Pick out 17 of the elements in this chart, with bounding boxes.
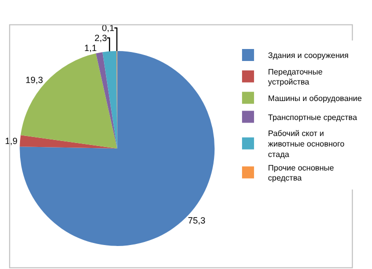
legend-label: Передаточные устройства <box>268 67 324 87</box>
pie-slice <box>20 53 118 148</box>
pie-slice <box>102 51 118 148</box>
pie-slice <box>20 135 118 148</box>
data-label: 0,1 <box>102 22 114 33</box>
data-label: 19,3 <box>25 75 44 86</box>
pie-slice <box>96 52 118 148</box>
legend-label: Здания и сооружения <box>268 51 349 60</box>
data-label: 1,9 <box>5 136 18 146</box>
data-label: 1,1 <box>84 42 97 53</box>
legend-label: Транспортные средства <box>268 112 358 122</box>
legend-label: Прочие основные средства <box>268 163 335 183</box>
legend-label: Рабочий скот и животные основного стада <box>268 129 345 159</box>
pie-slice <box>20 51 215 246</box>
legend-label: Машины и оборудование <box>268 94 362 103</box>
data-label: 2,3 <box>94 32 108 43</box>
data-label: 75,3 <box>188 216 206 226</box>
